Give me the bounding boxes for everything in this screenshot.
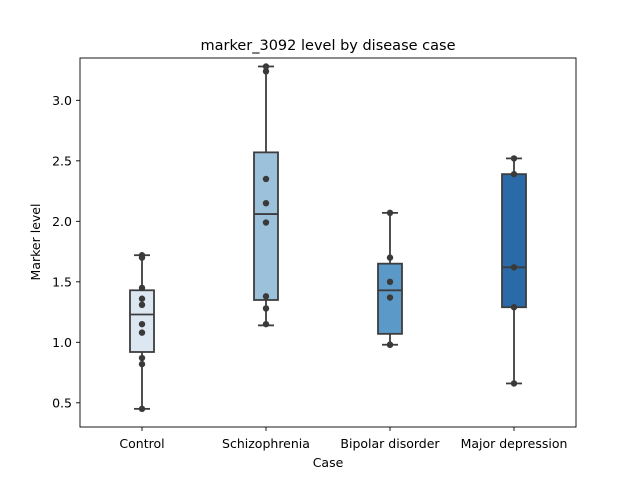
chart-title: marker_3092 level by disease case xyxy=(201,38,456,54)
data-point xyxy=(138,295,146,302)
y-tick-label: 2.5 xyxy=(52,153,72,168)
data-point xyxy=(138,254,146,261)
box-iqr xyxy=(501,173,527,309)
data-point xyxy=(138,301,146,309)
data-point xyxy=(510,155,518,162)
y-tick-label: 3.0 xyxy=(52,93,72,108)
data-point xyxy=(510,380,518,387)
data-point xyxy=(138,405,146,413)
data-point xyxy=(386,254,394,261)
data-point xyxy=(510,304,518,311)
data-point xyxy=(386,209,394,217)
data-point xyxy=(510,170,518,178)
data-point xyxy=(262,175,270,183)
data-point xyxy=(138,329,146,336)
data-point xyxy=(138,284,146,292)
data-point xyxy=(262,219,270,226)
x-tick-label: Bipolar disorder xyxy=(340,436,440,451)
data-point xyxy=(262,68,270,75)
x-tick-label: Schizophrenia xyxy=(222,436,310,451)
y-axis-label: Marker level xyxy=(28,204,43,281)
y-tick-label: 1.5 xyxy=(52,274,72,289)
data-point xyxy=(262,63,270,70)
data-point xyxy=(262,199,270,207)
data-point xyxy=(262,293,270,300)
plot-area: 0.5 1.0 1.5 2.0 2.5 3.0 Control Schizophrenia Bi… xyxy=(52,63,567,451)
data-point xyxy=(386,341,394,348)
data-point xyxy=(138,360,146,368)
data-point xyxy=(138,354,146,362)
x-tick-label: Control xyxy=(119,436,164,451)
y-tick-label: 2.0 xyxy=(52,214,72,229)
data-point xyxy=(262,320,270,328)
data-point xyxy=(386,294,394,301)
y-tick-label: 1.0 xyxy=(52,335,72,350)
x-tick-label: Major depression xyxy=(461,436,568,451)
box-iqr xyxy=(253,151,279,301)
plot-frame xyxy=(79,57,577,428)
data-point xyxy=(510,264,518,271)
y-tick-label: 0.5 xyxy=(52,395,72,410)
x-axis-label: Case xyxy=(313,455,344,470)
data-point xyxy=(386,278,394,286)
data-point xyxy=(138,320,146,328)
data-point xyxy=(262,305,270,312)
